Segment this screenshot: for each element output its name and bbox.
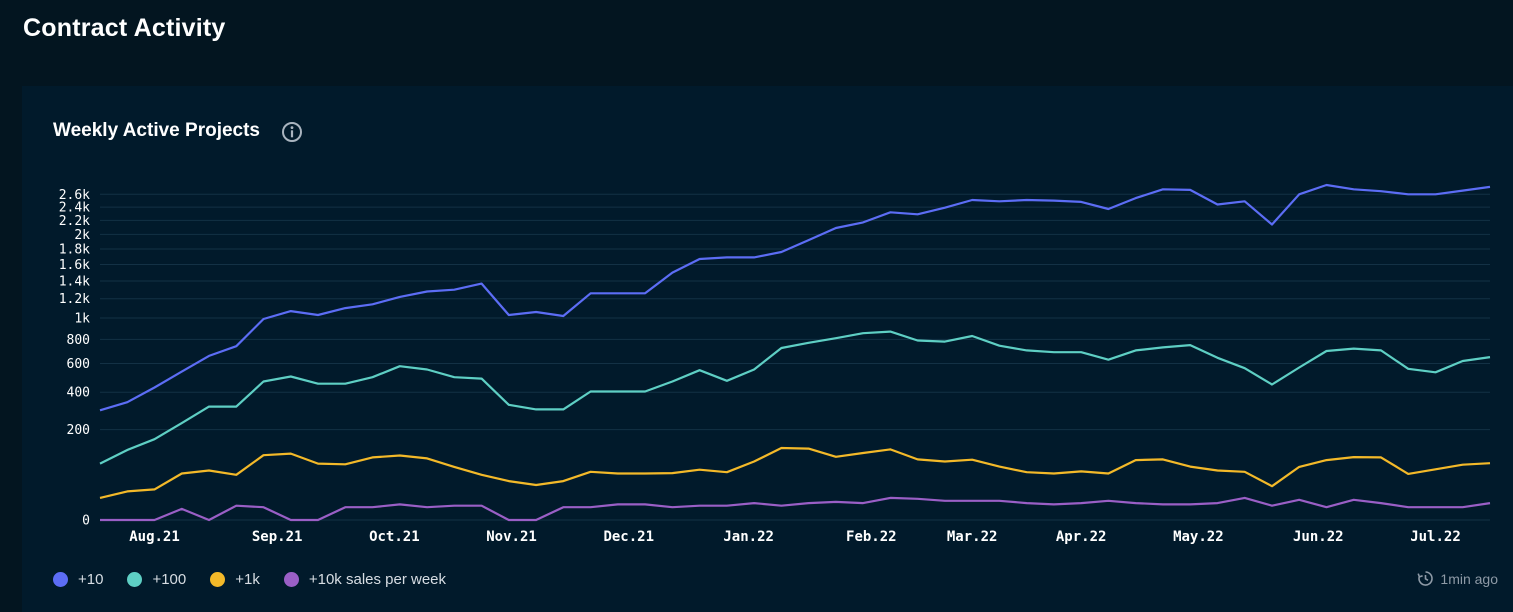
legend-label: +100 <box>152 570 187 588</box>
last-updated-text: 1min ago <box>1440 570 1498 587</box>
y-tick-label: 2.2k <box>59 214 90 229</box>
line-chart: 0 200 400 600 800 1k 1.2k 1.4k1.6k1.8k2k2.2k2.4… <box>59 183 1491 545</box>
legend-swatch-plus10k <box>283 571 299 587</box>
series-line-plus10[interactable] <box>99 183 1491 412</box>
x-tick-label: Jan.22 <box>723 529 774 545</box>
chart-card: Weekly Active Projects 0 200 400 600 800 1k 1.… <box>22 86 1513 612</box>
y-tick-label: 1.8k <box>59 242 90 257</box>
series-line-plus1k[interactable] <box>99 446 1491 499</box>
x-tick-label: Mar.22 <box>947 529 998 545</box>
x-tick-label: Sep.21 <box>252 529 303 545</box>
chart-legend: +10 +100 +1k +10k sales per week <box>53 569 470 589</box>
x-axis: Aug.21 Sep.21 Oct.21 Nov.21 Dec.21 Jan.22 Feb.… <box>129 529 1461 545</box>
x-tick-label: Dec.21 <box>603 529 654 545</box>
x-tick-label: Jul.22 <box>1410 529 1461 545</box>
x-tick-label: Aug.21 <box>129 529 180 545</box>
series-lines <box>99 183 1491 522</box>
series-line-plus100[interactable] <box>99 330 1491 465</box>
y-tick-label: 2.4k <box>59 201 90 216</box>
x-tick-label: Nov.21 <box>486 529 537 545</box>
x-tick-label: May.22 <box>1173 529 1224 545</box>
y-tick-label: 400 <box>67 386 90 401</box>
y-tick-label: 800 <box>67 333 90 348</box>
x-tick-label: Oct.21 <box>369 529 420 545</box>
legend-item-plus10[interactable]: +10 <box>53 571 103 588</box>
last-updated: 1min ago <box>1417 570 1498 587</box>
legend-swatch-plus10 <box>53 571 68 587</box>
grid-lines <box>100 193 1490 521</box>
y-axis: 0 200 400 600 800 1k 1.2k 1.4k1.6k1.8k2k2.2k2.4… <box>59 188 90 529</box>
chart-title: Weekly Active Projects <box>53 120 260 141</box>
legend-item-plus1k[interactable]: +1k <box>210 571 260 588</box>
legend-label: +10 <box>78 570 104 588</box>
y-tick-label: 2k <box>74 228 90 243</box>
y-tick-label: 0 <box>82 514 90 529</box>
x-tick-label: Jun.22 <box>1293 529 1344 545</box>
y-tick-label: 1.6k <box>59 258 90 273</box>
x-tick-label: Feb.22 <box>846 529 897 545</box>
legend-swatch-plus100 <box>127 571 143 587</box>
y-tick-label: 2.6k <box>59 188 90 203</box>
series-line-plus10k[interactable] <box>100 496 1491 522</box>
legend-item-plus100[interactable]: +100 <box>127 571 186 588</box>
info-icon[interactable] <box>281 121 303 143</box>
x-tick-label: Apr.22 <box>1056 529 1107 545</box>
refresh-clock-icon <box>1417 571 1434 586</box>
legend-item-plus10k[interactable]: +10k sales per week <box>283 570 447 588</box>
y-tick-label: 600 <box>67 357 90 372</box>
y-tick-label: 1k <box>74 312 90 327</box>
y-tick-label: 1.4k <box>59 274 90 289</box>
legend-label: +1k <box>235 570 260 588</box>
page-title: Contract Activity <box>23 14 226 42</box>
legend-swatch-plus1k <box>210 571 226 587</box>
legend-label: +10k sales per week <box>308 570 447 588</box>
y-tick-label: 200 <box>67 423 90 438</box>
y-tick-label: 1.2k <box>59 292 90 307</box>
